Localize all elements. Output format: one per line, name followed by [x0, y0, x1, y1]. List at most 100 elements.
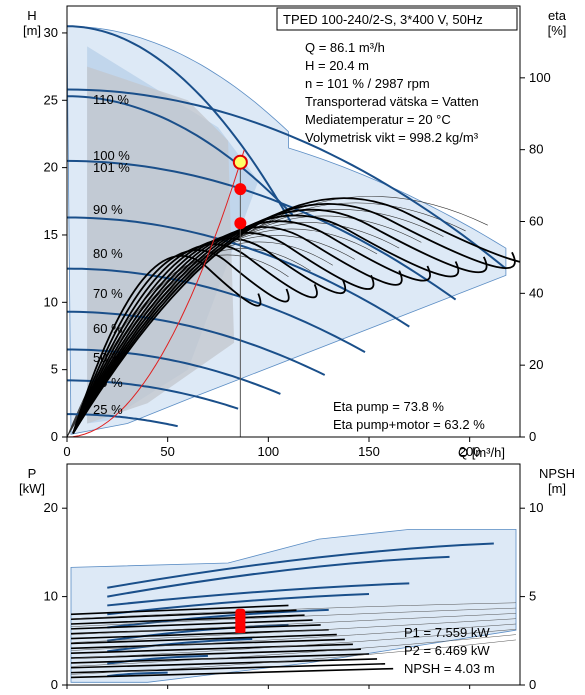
speed-label: 70 % [93, 286, 123, 301]
y2-tick-label: 100 [529, 70, 551, 85]
eta-pump-motor-text: Eta pump+motor = 63.2 % [333, 417, 485, 432]
power-markers [235, 608, 246, 633]
efficiency-point-marker [234, 217, 247, 230]
x-tick-label: 50 [160, 444, 174, 459]
x-tick-label: 150 [358, 444, 380, 459]
power-curve [107, 654, 208, 665]
efficiency-curve [72, 214, 460, 434]
efficiency-curve [72, 220, 431, 434]
p-tick-label: 0 [51, 677, 58, 692]
y-tick-label: 0 [51, 429, 58, 444]
speed-label: 60 % [93, 321, 123, 336]
efficiency-info: Eta pump = 73.8 % Eta pump+motor = 63.2 … [333, 399, 485, 432]
duty-info-line: Transporterad vätska = Vatten [305, 94, 479, 109]
power-curve [107, 542, 494, 589]
duty-point-marker [232, 154, 248, 170]
y2-tick-label: 40 [529, 285, 543, 300]
efficiency-curve [72, 237, 347, 434]
npsh-curve [70, 628, 329, 640]
y2-axis-label-npsh: NPSH [539, 466, 575, 481]
y-tick-label: 5 [51, 362, 58, 377]
y2-tick-label: 60 [529, 214, 543, 229]
x-tick-label: 100 [257, 444, 279, 459]
x-tick-label: 0 [63, 444, 70, 459]
efficiency-curves [72, 197, 520, 434]
y2-axis-unit-eta: [%] [548, 23, 567, 38]
npsh-curve [71, 653, 370, 664]
npsh-curve [70, 614, 305, 625]
power-curve [107, 638, 253, 653]
npsh-curve [71, 643, 353, 654]
y-tick-label: 10 [44, 294, 58, 309]
p1-text: P1 = 7.559 kW [404, 625, 490, 640]
y-axis-unit-p: [kW] [19, 481, 45, 496]
npsh-tick-label: 10 [529, 500, 543, 515]
reference-curve [71, 602, 516, 619]
p-tick-label: 10 [44, 589, 58, 604]
speed-label: 80 % [93, 246, 123, 261]
efficiency-curve [72, 226, 403, 434]
reference-curve [71, 618, 516, 643]
efficiency-curve [72, 197, 520, 434]
reference-curve [71, 623, 516, 651]
npsh-tick-label: 0 [529, 677, 536, 692]
speed-labels: 110 % 100 %101 % 90 % 80 % 70 % 60 % 50 % 40 % 2… [93, 92, 130, 417]
speed-label: 110 % [93, 92, 129, 107]
reference-curve [71, 613, 516, 635]
power-info: P1 = 7.559 kW P2 = 6.469 kW NPSH = 4.03 … [404, 625, 495, 676]
npsh-curve [70, 604, 289, 616]
speed-label: 100 % [93, 148, 130, 163]
efficiency-curve [72, 231, 375, 434]
npsh-curve [71, 633, 337, 645]
power-axis-ticks: 0 10 20 0 5 10 [44, 500, 544, 692]
x-tick-label: 200 [459, 444, 481, 459]
operating-range-marker [235, 615, 246, 633]
y-tick-label: 15 [44, 227, 58, 242]
npsh-curve [71, 662, 386, 674]
chart-title: TPED 100-240/2-S, 3*400 V, 50Hz [283, 12, 483, 27]
efficiency-point-marker [234, 183, 247, 196]
y-axis-unit-h: [m] [23, 23, 41, 38]
head-chart-panel: H [m] eta [%] Q [m³/h] 0 50 100 150 20005101… [23, 5, 567, 460]
y-tick-label: 20 [44, 160, 58, 175]
y2-tick-label: 20 [529, 357, 543, 372]
speed-label: 101 % [93, 160, 130, 175]
speed-curve [67, 95, 294, 216]
npsh-curve [71, 648, 361, 659]
npsh-curve [71, 667, 394, 679]
efficiency-curve [72, 203, 516, 434]
reference-curve [71, 634, 516, 667]
speed-curves [67, 25, 507, 428]
speed-curve [67, 25, 292, 223]
speed-curve [67, 159, 457, 301]
speed-label: 50 % [93, 350, 123, 365]
duty-info-line: H = 20.4 m [305, 58, 369, 73]
npsh-curve [70, 624, 321, 635]
speed-curve [67, 310, 326, 376]
power-curve [107, 608, 329, 629]
title-box [276, 7, 518, 31]
speed-label: 25 % [93, 402, 123, 417]
y-axis-label-p: P [28, 466, 37, 481]
power-chart-frame [66, 463, 521, 686]
operating-point-markers [232, 154, 248, 230]
reference-curve [71, 639, 517, 675]
x-axis-label: Q [m³/h] [458, 445, 505, 460]
npsh-tick-label: 5 [529, 589, 536, 604]
speed-curve [67, 88, 507, 270]
duty-info-line: Volymetrisk vikt = 998.2 kg/m³ [305, 130, 479, 145]
head-axis-ticks: 0 50 100 150 200 0 5 10 15 20 25 30 0 20 40 60 80 100 [44, 25, 551, 459]
npsh-curve [71, 638, 345, 650]
y2-axis-unit-npsh: [m] [548, 481, 566, 496]
duty-info-line: Mediatemperatur = 20 °C [305, 112, 451, 127]
npsh-curve [70, 619, 313, 630]
duty-info-line: Q = 86.1 m³/h [305, 40, 385, 55]
power-curve [107, 592, 370, 616]
y2-axis-label-eta: eta [548, 8, 567, 23]
system-curve [67, 149, 245, 437]
power-curve [107, 623, 289, 642]
p2-text: P2 = 6.469 kW [404, 643, 490, 658]
speed-label: 90 % [93, 202, 123, 217]
eta-pump-text: Eta pump = 73.8 % [333, 399, 444, 414]
